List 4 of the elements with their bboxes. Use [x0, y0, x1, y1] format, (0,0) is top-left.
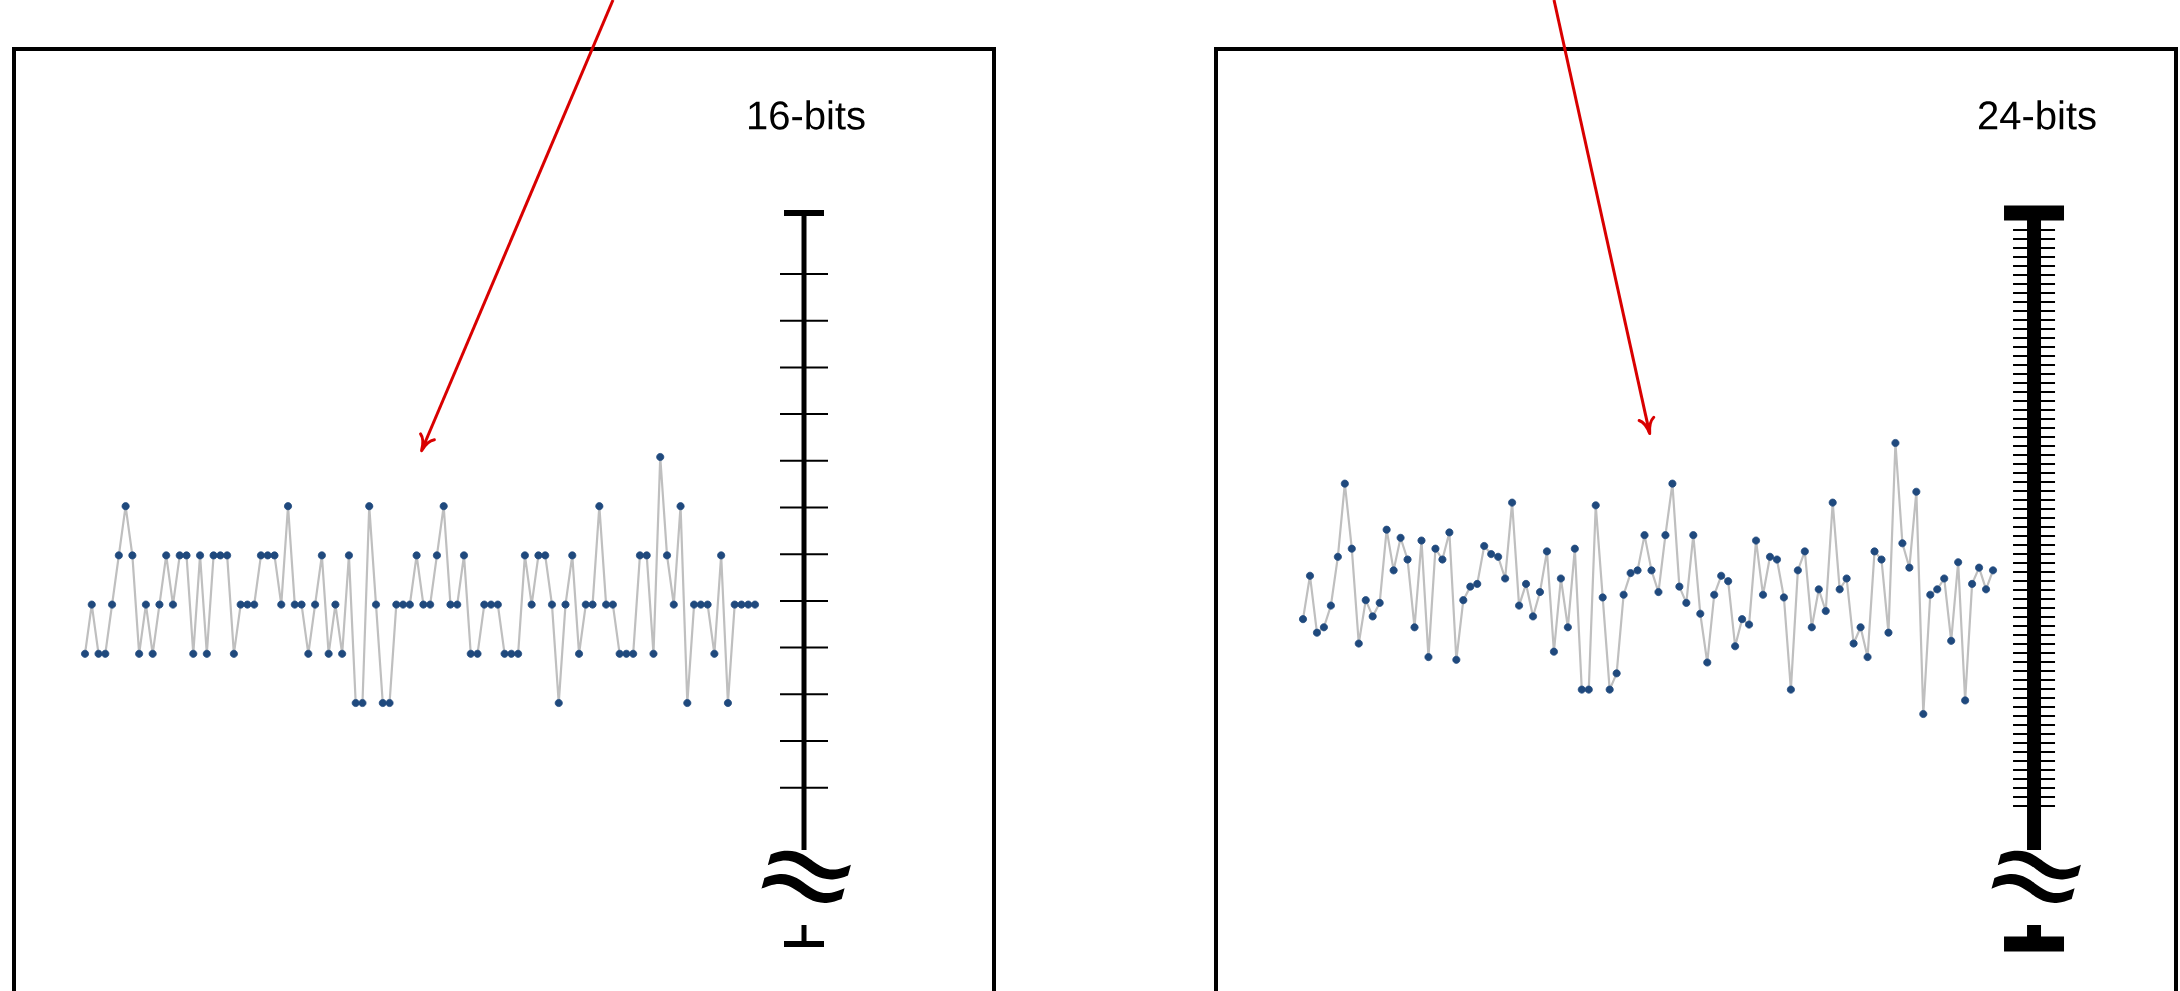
text: ≈	[761, 850, 851, 903]
chart-title: 24-bits	[1979, 100, 2096, 130]
chart-title: 16-bits	[749, 100, 865, 130]
text: ≈	[1991, 850, 2081, 903]
